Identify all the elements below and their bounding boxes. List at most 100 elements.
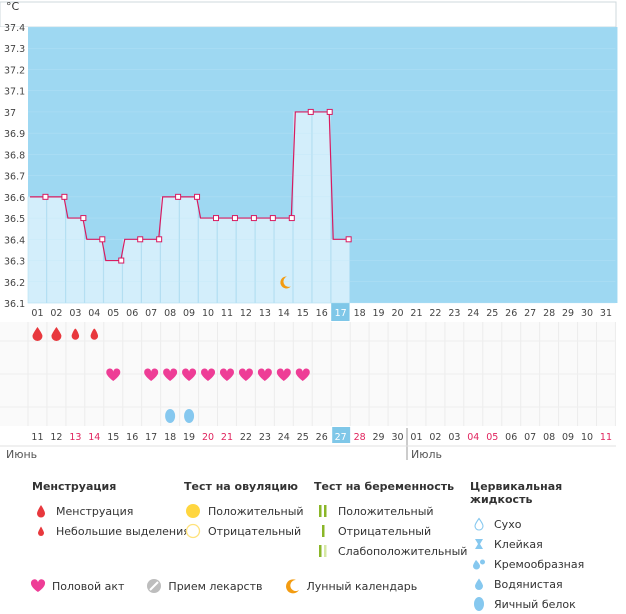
date-tick-label: 30	[391, 432, 403, 443]
date-tick-label: 10	[581, 432, 593, 443]
date-tick-label: 26	[316, 432, 328, 443]
date-tick-label: 01	[410, 432, 422, 443]
temperature-point	[99, 236, 106, 243]
date-tick-label: 14	[88, 432, 100, 443]
temperature-point	[118, 257, 125, 264]
drop-heavy-icon	[32, 327, 43, 342]
heart-icon	[238, 368, 253, 381]
temperature-bar	[84, 239, 104, 304]
legend-label-lunar: Лунный календарь	[306, 579, 418, 593]
date-tick-label: 11	[600, 432, 612, 443]
egg-white-icon	[184, 409, 195, 423]
day-tick-label: 07	[145, 308, 157, 319]
legend-cervical-title: Цервикальная жидкость	[470, 480, 563, 506]
day-tick-label: 15	[297, 308, 309, 319]
day-tick-label: 26	[505, 308, 517, 319]
date-tick-label: 15	[107, 432, 119, 443]
egg-white-icon	[470, 597, 488, 611]
legend-item-creamy: Кремообразная	[470, 554, 626, 574]
day-tick-label: 22	[429, 308, 441, 319]
date-tick-label: 29	[373, 432, 385, 443]
day-tick-label: 18	[354, 308, 366, 319]
legend-label-medicine: Прием лекарств	[168, 579, 263, 593]
day-tick-label: 17	[335, 308, 347, 319]
date-tick-label: 17	[145, 432, 157, 443]
day-tick-label: 01	[31, 308, 43, 319]
legend-bottom: Половой акт Прием лекарств Лунный календ…	[30, 578, 439, 594]
day-tick-label: 09	[183, 308, 195, 319]
temperature-bar	[46, 196, 66, 304]
current-date-marker	[332, 427, 351, 443]
date-tick-label: 25	[297, 432, 309, 443]
legend-item-pregnancy-positive: Положительный	[314, 501, 467, 521]
date-tick-label: 22	[240, 432, 252, 443]
date-tick-label: 24	[278, 432, 290, 443]
temperature-point	[80, 215, 87, 222]
date-tick-label: 21	[221, 432, 233, 443]
date-tick-label: 09	[562, 432, 574, 443]
legend-item-egg-white: Яичный белок	[470, 594, 626, 614]
temperature-point	[307, 108, 314, 115]
legend-pregnancy-test: Тест на беременность Положительный Отриц…	[314, 480, 467, 561]
date-tick-label: 12	[50, 432, 62, 443]
legend-item-sticky: Клейкая	[470, 534, 626, 554]
day-tick-label: 16	[316, 308, 328, 319]
drop-heavy-icon	[32, 504, 50, 518]
temperature-point	[288, 215, 295, 222]
legend-label-creamy: Кремообразная	[494, 557, 585, 571]
moon-icon	[280, 276, 291, 289]
legend-label-menstruation: Менструация	[56, 504, 134, 518]
y-tick-label: 37.3	[4, 44, 25, 55]
y-tick-label: 36.5	[4, 214, 25, 225]
temperature-point	[231, 215, 238, 222]
temperature-point	[156, 236, 163, 243]
day-tick-label: 19	[373, 308, 385, 319]
legend-item-pregnancy-faint: Слабоположительный	[314, 541, 467, 561]
legend-pregnancy-title: Тест на беременность	[314, 480, 455, 493]
day-tick-label: 03	[69, 308, 81, 319]
y-tick-label: 36.1	[4, 299, 25, 310]
day-tick-label: 02	[50, 308, 62, 319]
day-tick-label: 29	[562, 308, 574, 319]
day-tick-label: 24	[467, 308, 479, 319]
temperature-bar	[122, 239, 142, 304]
date-tick-label: 08	[543, 432, 555, 443]
date-tick-label: 04	[467, 432, 479, 443]
heart-icon	[219, 368, 235, 381]
ovulation-negative-icon	[184, 523, 202, 539]
date-tick-label: 18	[164, 432, 176, 443]
date-tick-label: 03	[448, 432, 460, 443]
pill-icon	[146, 578, 162, 594]
day-tick-label: 10	[202, 308, 214, 319]
y-axis-panel	[0, 27, 28, 303]
date-tick-label: 02	[429, 432, 441, 443]
drop-light-icon	[32, 524, 50, 538]
heart-icon	[30, 578, 46, 594]
day-tick-label: 13	[259, 308, 271, 319]
temperature-point	[326, 108, 333, 115]
legend-menstruation: Менструация Менструация Небольшие выделе…	[32, 480, 190, 541]
temperature-point	[194, 193, 201, 200]
date-tick-label: 06	[505, 432, 517, 443]
legend-label-dry: Сухо	[494, 517, 522, 531]
legend-label-ovulation-negative: Отрицательный	[208, 524, 302, 538]
temperature-bar	[292, 111, 312, 304]
temperature-point	[61, 193, 68, 200]
legend-item-lunar: Лунный календарь	[285, 578, 418, 594]
y-tick-label: 36.2	[4, 278, 25, 289]
legend-cervical: Цервикальная жидкость Сухо Клейкая Кремо…	[470, 480, 626, 614]
legend-item-ovulation-positive: Положительный	[184, 501, 304, 521]
legend-ovulation-test: Тест на овуляцию Положительный Отрицател…	[184, 480, 304, 541]
y-tick-label: 37	[4, 108, 16, 119]
temperature-point	[269, 215, 276, 222]
heart-icon	[182, 368, 197, 381]
test-negative-icon	[314, 524, 332, 538]
egg-white-icon	[165, 409, 176, 423]
temperature-point	[250, 215, 257, 222]
y-tick-label: 36.3	[4, 257, 25, 268]
legend-label-intercourse: Половой акт	[52, 579, 125, 593]
day-tick-label: 06	[126, 308, 138, 319]
drop-light-icon	[90, 328, 99, 340]
temperature-point	[213, 215, 219, 222]
legend-menstruation-title: Менструация	[32, 480, 117, 493]
